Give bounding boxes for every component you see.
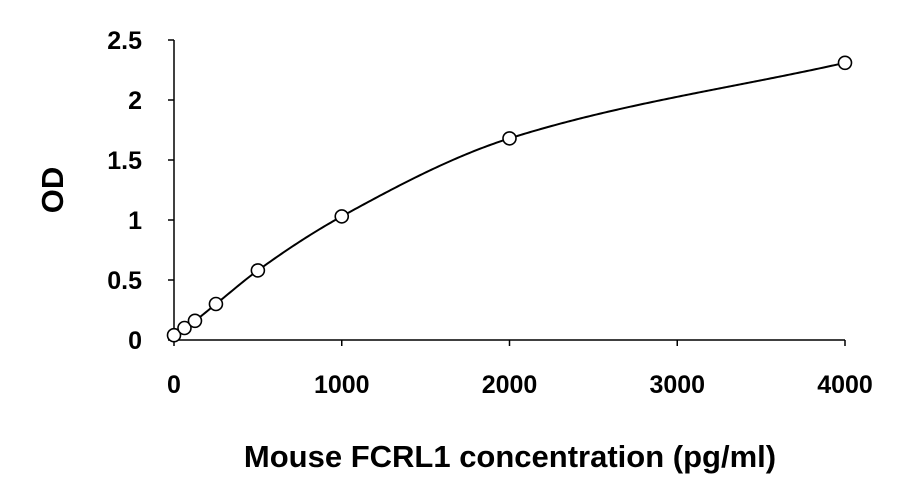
data-point (502, 131, 517, 146)
x-tick-label: 3000 (649, 371, 705, 399)
y-tick-label: 0 (128, 327, 142, 355)
y-tick-label: 2.5 (107, 27, 142, 55)
x-tick-label: 0 (167, 371, 181, 399)
data-point (177, 320, 192, 336)
y-axis: 0 0.5 1 1.5 2 2.5 (107, 27, 175, 355)
fit-curve-layer (173, 61, 846, 337)
data-point (208, 296, 224, 312)
x-axis: 0 1000 2000 3000 4000 (167, 339, 873, 399)
y-tick-label: 0.5 (107, 267, 142, 295)
y-tick-label: 1 (128, 207, 142, 235)
x-tick-label: 4000 (817, 371, 873, 399)
y-tick-label: 1.5 (107, 147, 142, 175)
fit-curve (173, 61, 846, 337)
data-point (166, 327, 182, 343)
y-axis-title: OD (35, 167, 70, 214)
data-points-layer (166, 55, 853, 343)
y-tick-label: 2 (128, 87, 142, 115)
x-axis-title: Mouse FCRL1 concentration (pg/ml) (244, 439, 776, 474)
x-tick-label: 2000 (482, 371, 538, 399)
data-point (334, 209, 350, 224)
data-point (187, 313, 203, 329)
data-point (837, 55, 853, 71)
data-point (250, 263, 266, 278)
x-tick-label: 1000 (314, 371, 370, 399)
